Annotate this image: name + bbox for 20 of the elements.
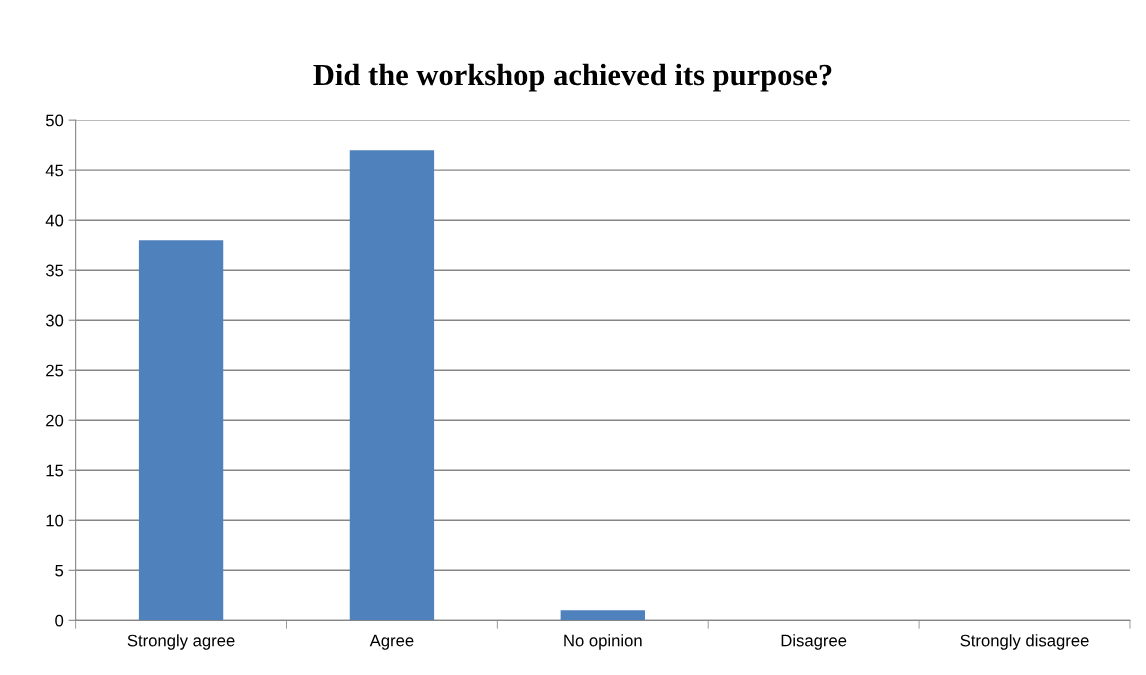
y-tick-label: 10: [46, 514, 64, 527]
x-tick-label: Strongly agree: [127, 634, 235, 650]
chart-title: Did the workshop achieved its purpose?: [313, 63, 832, 92]
y-tick-label: 30: [45, 314, 64, 327]
y-tick-label: 0: [55, 614, 64, 627]
y-tick-label: 25: [46, 364, 64, 377]
bar: [138, 240, 224, 621]
x-tick-label: No opinion: [564, 634, 642, 650]
bar: [349, 150, 435, 621]
y-tick-label: 5: [55, 564, 64, 577]
y-tick-label: 20: [46, 414, 64, 427]
x-tick-label: Agree: [369, 634, 414, 650]
y-tick-label: 50: [45, 114, 64, 127]
y-tick-label: 40: [45, 214, 64, 227]
x-tick-label: Disagree: [781, 634, 847, 650]
bar: [560, 610, 645, 621]
y-tick-label: 35: [45, 264, 64, 277]
y-tick-label: 45: [45, 164, 64, 177]
x-tick-label: Strongly disagree: [960, 634, 1089, 650]
y-tick-label: 15: [46, 464, 64, 477]
